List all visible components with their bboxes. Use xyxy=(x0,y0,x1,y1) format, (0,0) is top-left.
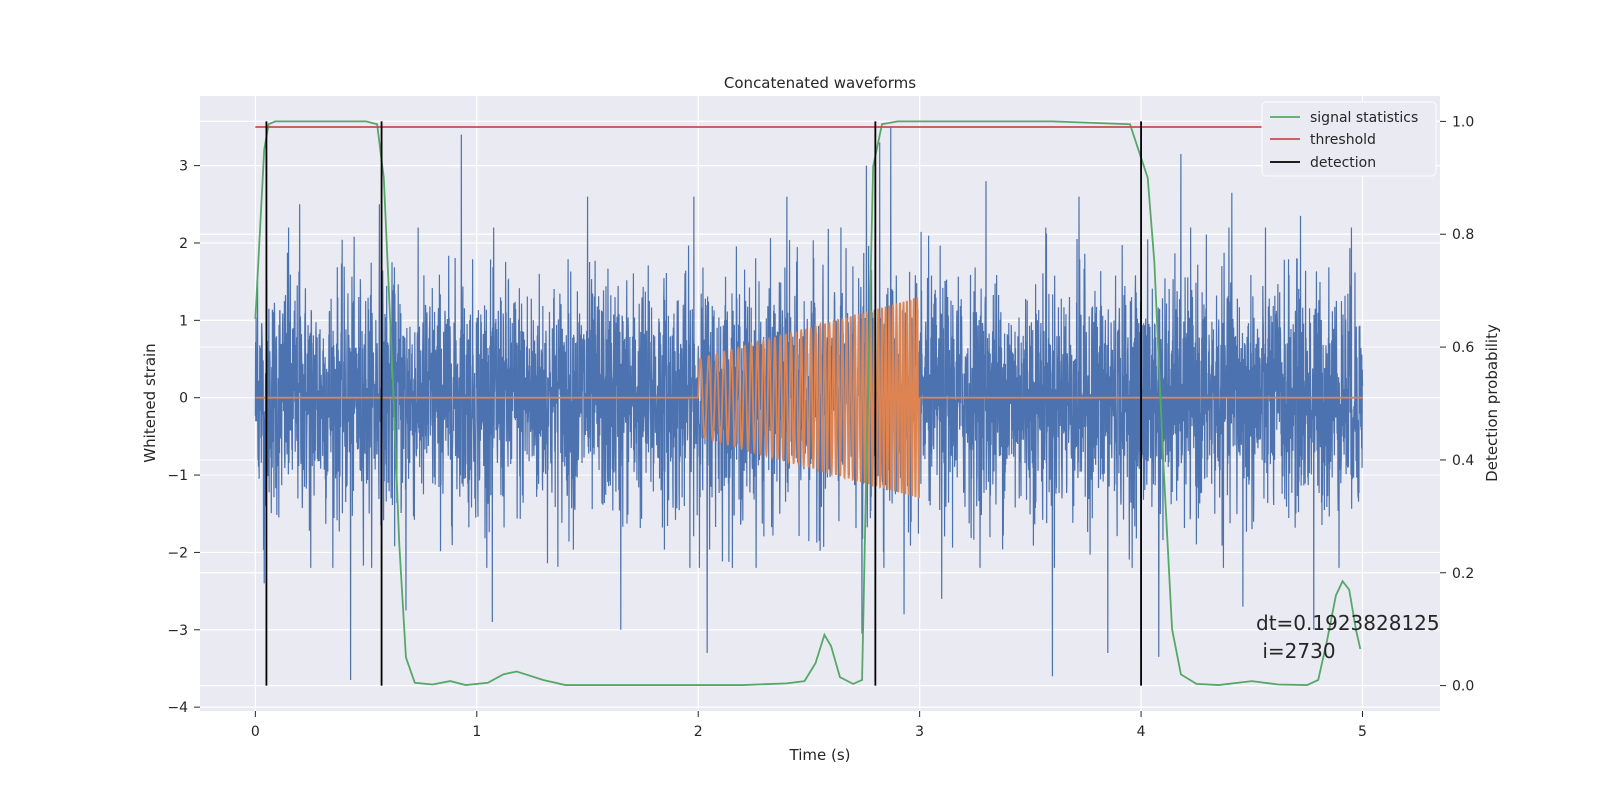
y2-tick-label: 0.0 xyxy=(1452,679,1474,695)
y2-tick-label: 0.6 xyxy=(1452,340,1474,356)
y2-tick-label: 0.2 xyxy=(1452,566,1474,582)
y-tick-label: 2 xyxy=(179,236,188,252)
annotation-i: i=2730 xyxy=(1256,639,1336,663)
x-tick-label: 1 xyxy=(472,724,481,740)
y-tick-label: −1 xyxy=(167,468,188,484)
y2-tick-label: 0.4 xyxy=(1452,453,1474,469)
y2-tick-label: 1.0 xyxy=(1452,114,1474,130)
x-tick-label: 0 xyxy=(251,724,260,740)
legend-label-signal-statistics: signal statistics xyxy=(1310,110,1418,126)
y-tick-label: −4 xyxy=(167,700,188,716)
legend: signal statistics threshold detection xyxy=(1261,101,1437,177)
legend-box xyxy=(1261,101,1437,177)
y-axis-right: 1.0 0.8 0.6 0.4 0.2 0.0 xyxy=(1440,114,1474,695)
y-tick-label: 0 xyxy=(179,391,188,407)
y2-axis-label: Detection probability xyxy=(1483,324,1501,482)
y-tick-label: 3 xyxy=(179,159,188,175)
signal-statistics-series xyxy=(254,120,1362,686)
x-tick-label: 3 xyxy=(915,724,924,740)
strain-series xyxy=(254,126,1364,681)
detection-series xyxy=(265,121,1142,686)
legend-label-threshold: threshold xyxy=(1310,132,1376,148)
x-axis-label: Time (s) xyxy=(789,746,851,764)
x-tick-label: 2 xyxy=(694,724,703,740)
y2-tick-label: 0.8 xyxy=(1452,227,1474,243)
y-tick-label: −2 xyxy=(167,545,188,561)
y-axis-label: Whitened strain xyxy=(141,343,159,462)
chart-title: Concatenated waveforms xyxy=(724,74,916,92)
strain-line xyxy=(254,126,1364,681)
x-tick-label: 4 xyxy=(1137,724,1146,740)
y-tick-label: −3 xyxy=(167,623,188,639)
annotation-dt: dt=0.1923828125 xyxy=(1256,611,1440,635)
template-chirp xyxy=(697,297,921,499)
signal-statistics-line xyxy=(254,120,1362,686)
x-tick-label: 5 xyxy=(1358,724,1367,740)
y-axis-left: 3 2 1 0 −1 −2 −3 −4 xyxy=(167,159,200,716)
y-tick-label: 1 xyxy=(179,313,188,329)
legend-label-detection: detection xyxy=(1310,155,1376,171)
x-axis: 0 1 2 3 4 5 xyxy=(251,711,1367,740)
